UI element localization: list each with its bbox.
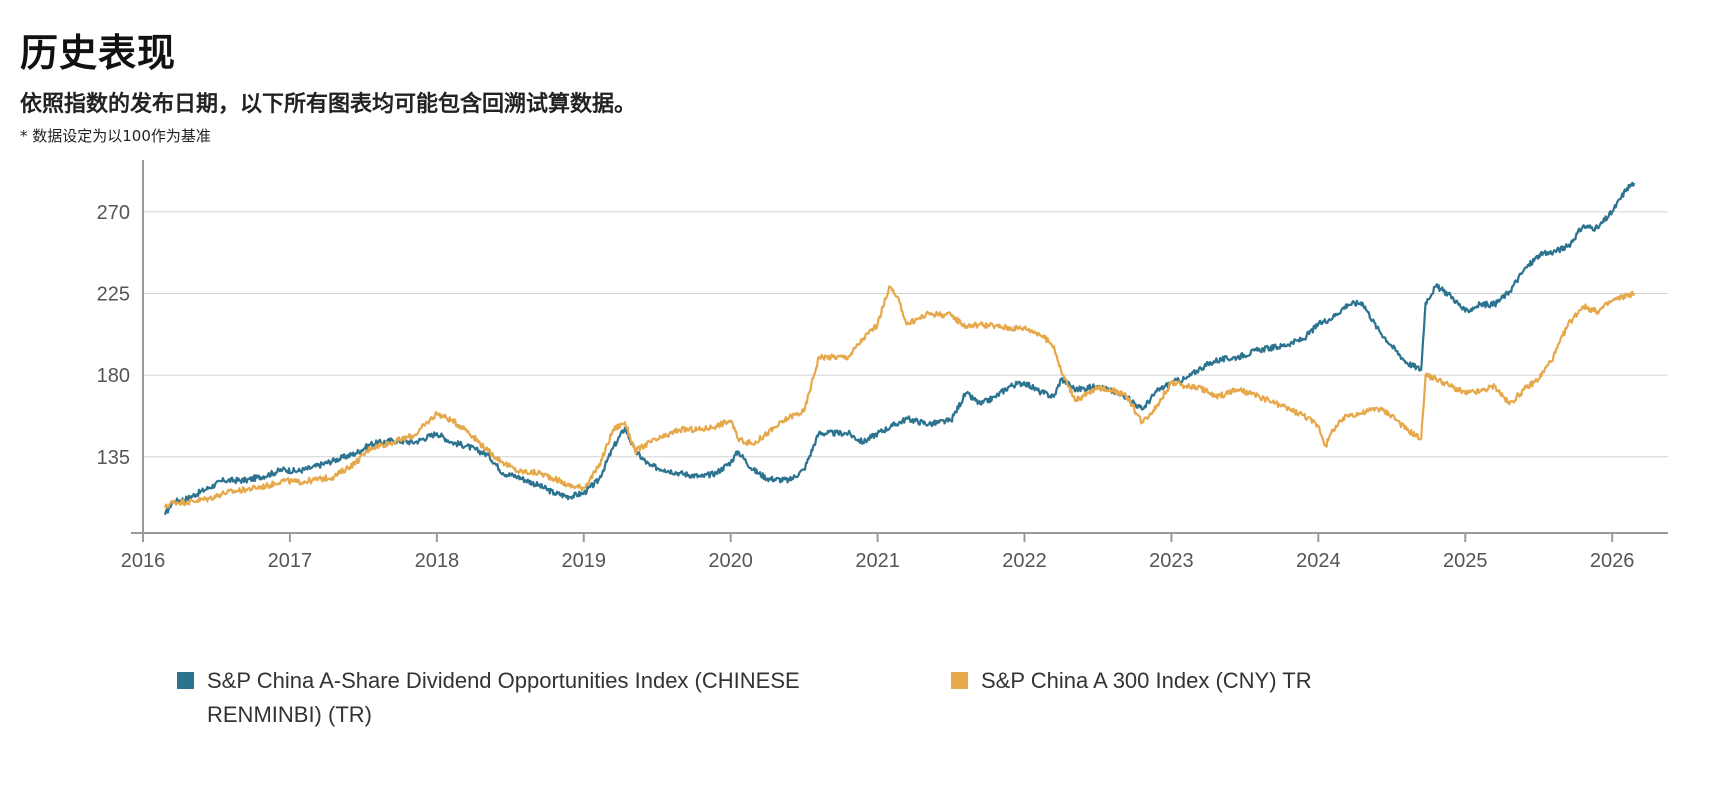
legend-label-china-a-300: S&P China A 300 Index (CNY) TR bbox=[981, 668, 1312, 693]
grid-lines bbox=[143, 211, 1668, 458]
page-subtitle: 依照指数的发布日期，以下所有图表均可能包含回溯试算数据。 bbox=[20, 92, 637, 117]
x-tick-label: 2024 bbox=[1296, 550, 1341, 572]
legend-swatch-teal bbox=[177, 672, 194, 689]
x-tick-label: 2019 bbox=[562, 550, 607, 572]
performance-line-chart: 135 180 225 270 2016 2017 2018 2019 2020 2021 2022… bbox=[97, 160, 1668, 572]
base-value-note: * 数据设定为以100作为基准 bbox=[20, 127, 211, 145]
series-line-china-a-300 bbox=[163, 285, 1636, 509]
y-tick-label: 225 bbox=[97, 284, 130, 306]
y-tick-label: 180 bbox=[97, 365, 130, 387]
x-tick-label: 2016 bbox=[121, 550, 166, 572]
x-tick-label: 2025 bbox=[1443, 550, 1488, 572]
page-title: 历史表现 bbox=[20, 31, 177, 75]
tick-labels: 135 180 225 270 2016 2017 2018 2019 2020 2021 2022… bbox=[97, 202, 1635, 572]
x-tick-label: 2026 bbox=[1590, 550, 1635, 572]
legend-label-dividend-opportunities-1: S&P China A-Share Dividend Opportunities… bbox=[207, 668, 800, 693]
legend-label-dividend-opportunities-2: RENMINBI) (TR) bbox=[207, 702, 372, 727]
series-line-dividend-opportunities bbox=[163, 181, 1636, 516]
legend-swatch-orange bbox=[951, 672, 968, 689]
x-tick-label: 2021 bbox=[855, 550, 900, 572]
legend-item-dividend-opportunities: S&P China A-Share Dividend Opportunities… bbox=[177, 664, 800, 732]
x-tick-label: 2020 bbox=[708, 550, 753, 572]
y-tick-label: 270 bbox=[97, 202, 130, 224]
chart-axes bbox=[131, 160, 1668, 542]
series-lines bbox=[163, 181, 1636, 516]
x-tick-label: 2018 bbox=[415, 550, 460, 572]
x-tick-label: 2022 bbox=[1002, 550, 1047, 572]
x-tick-label: 2023 bbox=[1149, 550, 1194, 572]
legend-item-china-a-300: S&P China A 300 Index (CNY) TR bbox=[951, 664, 1312, 698]
x-tick-label: 2017 bbox=[268, 550, 313, 572]
y-tick-label: 135 bbox=[97, 447, 130, 469]
